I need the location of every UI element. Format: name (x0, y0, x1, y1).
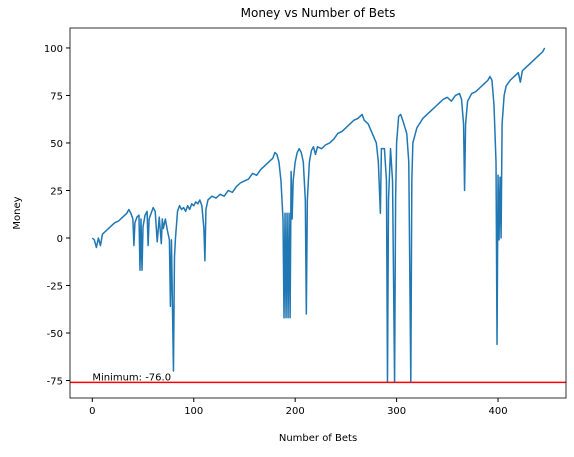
y-tick-label: -25 (47, 281, 63, 292)
annotation: Minimum: -76.0 (92, 372, 171, 383)
x-axis-label: Number of Bets (279, 433, 357, 444)
y-axis-label: Money (12, 196, 23, 229)
y-tick-label: 0 (57, 234, 63, 245)
y-tick-label: 25 (50, 186, 63, 197)
x-tick-label: 400 (488, 406, 507, 417)
y-tick-label: -75 (47, 377, 63, 388)
x-tick-label: 100 (184, 406, 203, 417)
data-line (91, 47, 546, 384)
y-tick-label: 50 (50, 139, 63, 150)
y-tick-label: -50 (47, 329, 63, 340)
x-tick-label: 300 (387, 406, 406, 417)
x-tick-label: 0 (89, 406, 95, 417)
chart-title: Money vs Number of Bets (241, 6, 396, 20)
y-tick-label: 100 (44, 44, 63, 55)
x-tick-label: 200 (286, 406, 305, 417)
plot-frame (69, 27, 567, 399)
y-tick-label: 75 (50, 91, 63, 102)
